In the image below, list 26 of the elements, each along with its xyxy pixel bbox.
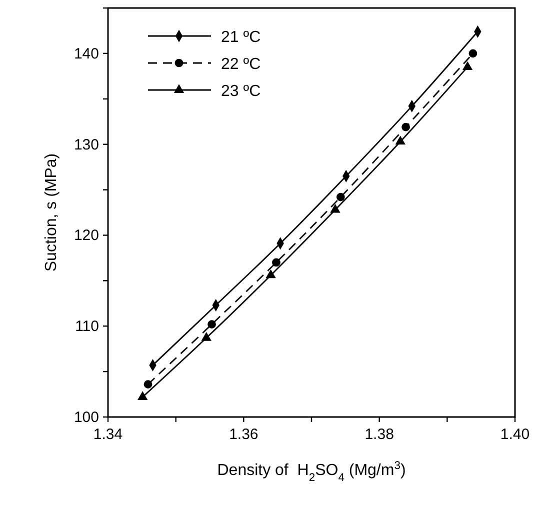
point [208,320,216,328]
point [336,192,345,202]
y-axis-title: Suction, s (MPa) [43,153,60,272]
point [201,332,212,341]
point [462,61,473,70]
y-tick-label: 100 [74,409,99,426]
legend-label: 22 ºC [221,56,261,73]
x-tick-label: 1.38 [364,426,394,443]
point [468,49,478,58]
point [272,258,280,267]
y-tick-label: 140 [74,45,99,62]
point [266,269,276,278]
point [402,122,410,132]
y-tick-label: 110 [75,318,99,336]
x-tick-label: 1.34 [93,426,123,443]
point [138,391,148,400]
point [144,380,152,388]
y-tick-label: 130 [74,136,99,154]
x-axis-title: Density of H$_{2}$SO$_{4}$ (Mg/m$^{3}$) [217,460,406,484]
legend-label: 23 ºC [221,83,261,100]
y-tick-label: 120 [74,227,99,244]
x-tick-label: 1.40 [500,426,530,443]
point [330,204,340,213]
x-tick-label: 1.36 [229,426,258,443]
point [395,136,406,145]
legend-label: 21 ºC [221,29,261,46]
